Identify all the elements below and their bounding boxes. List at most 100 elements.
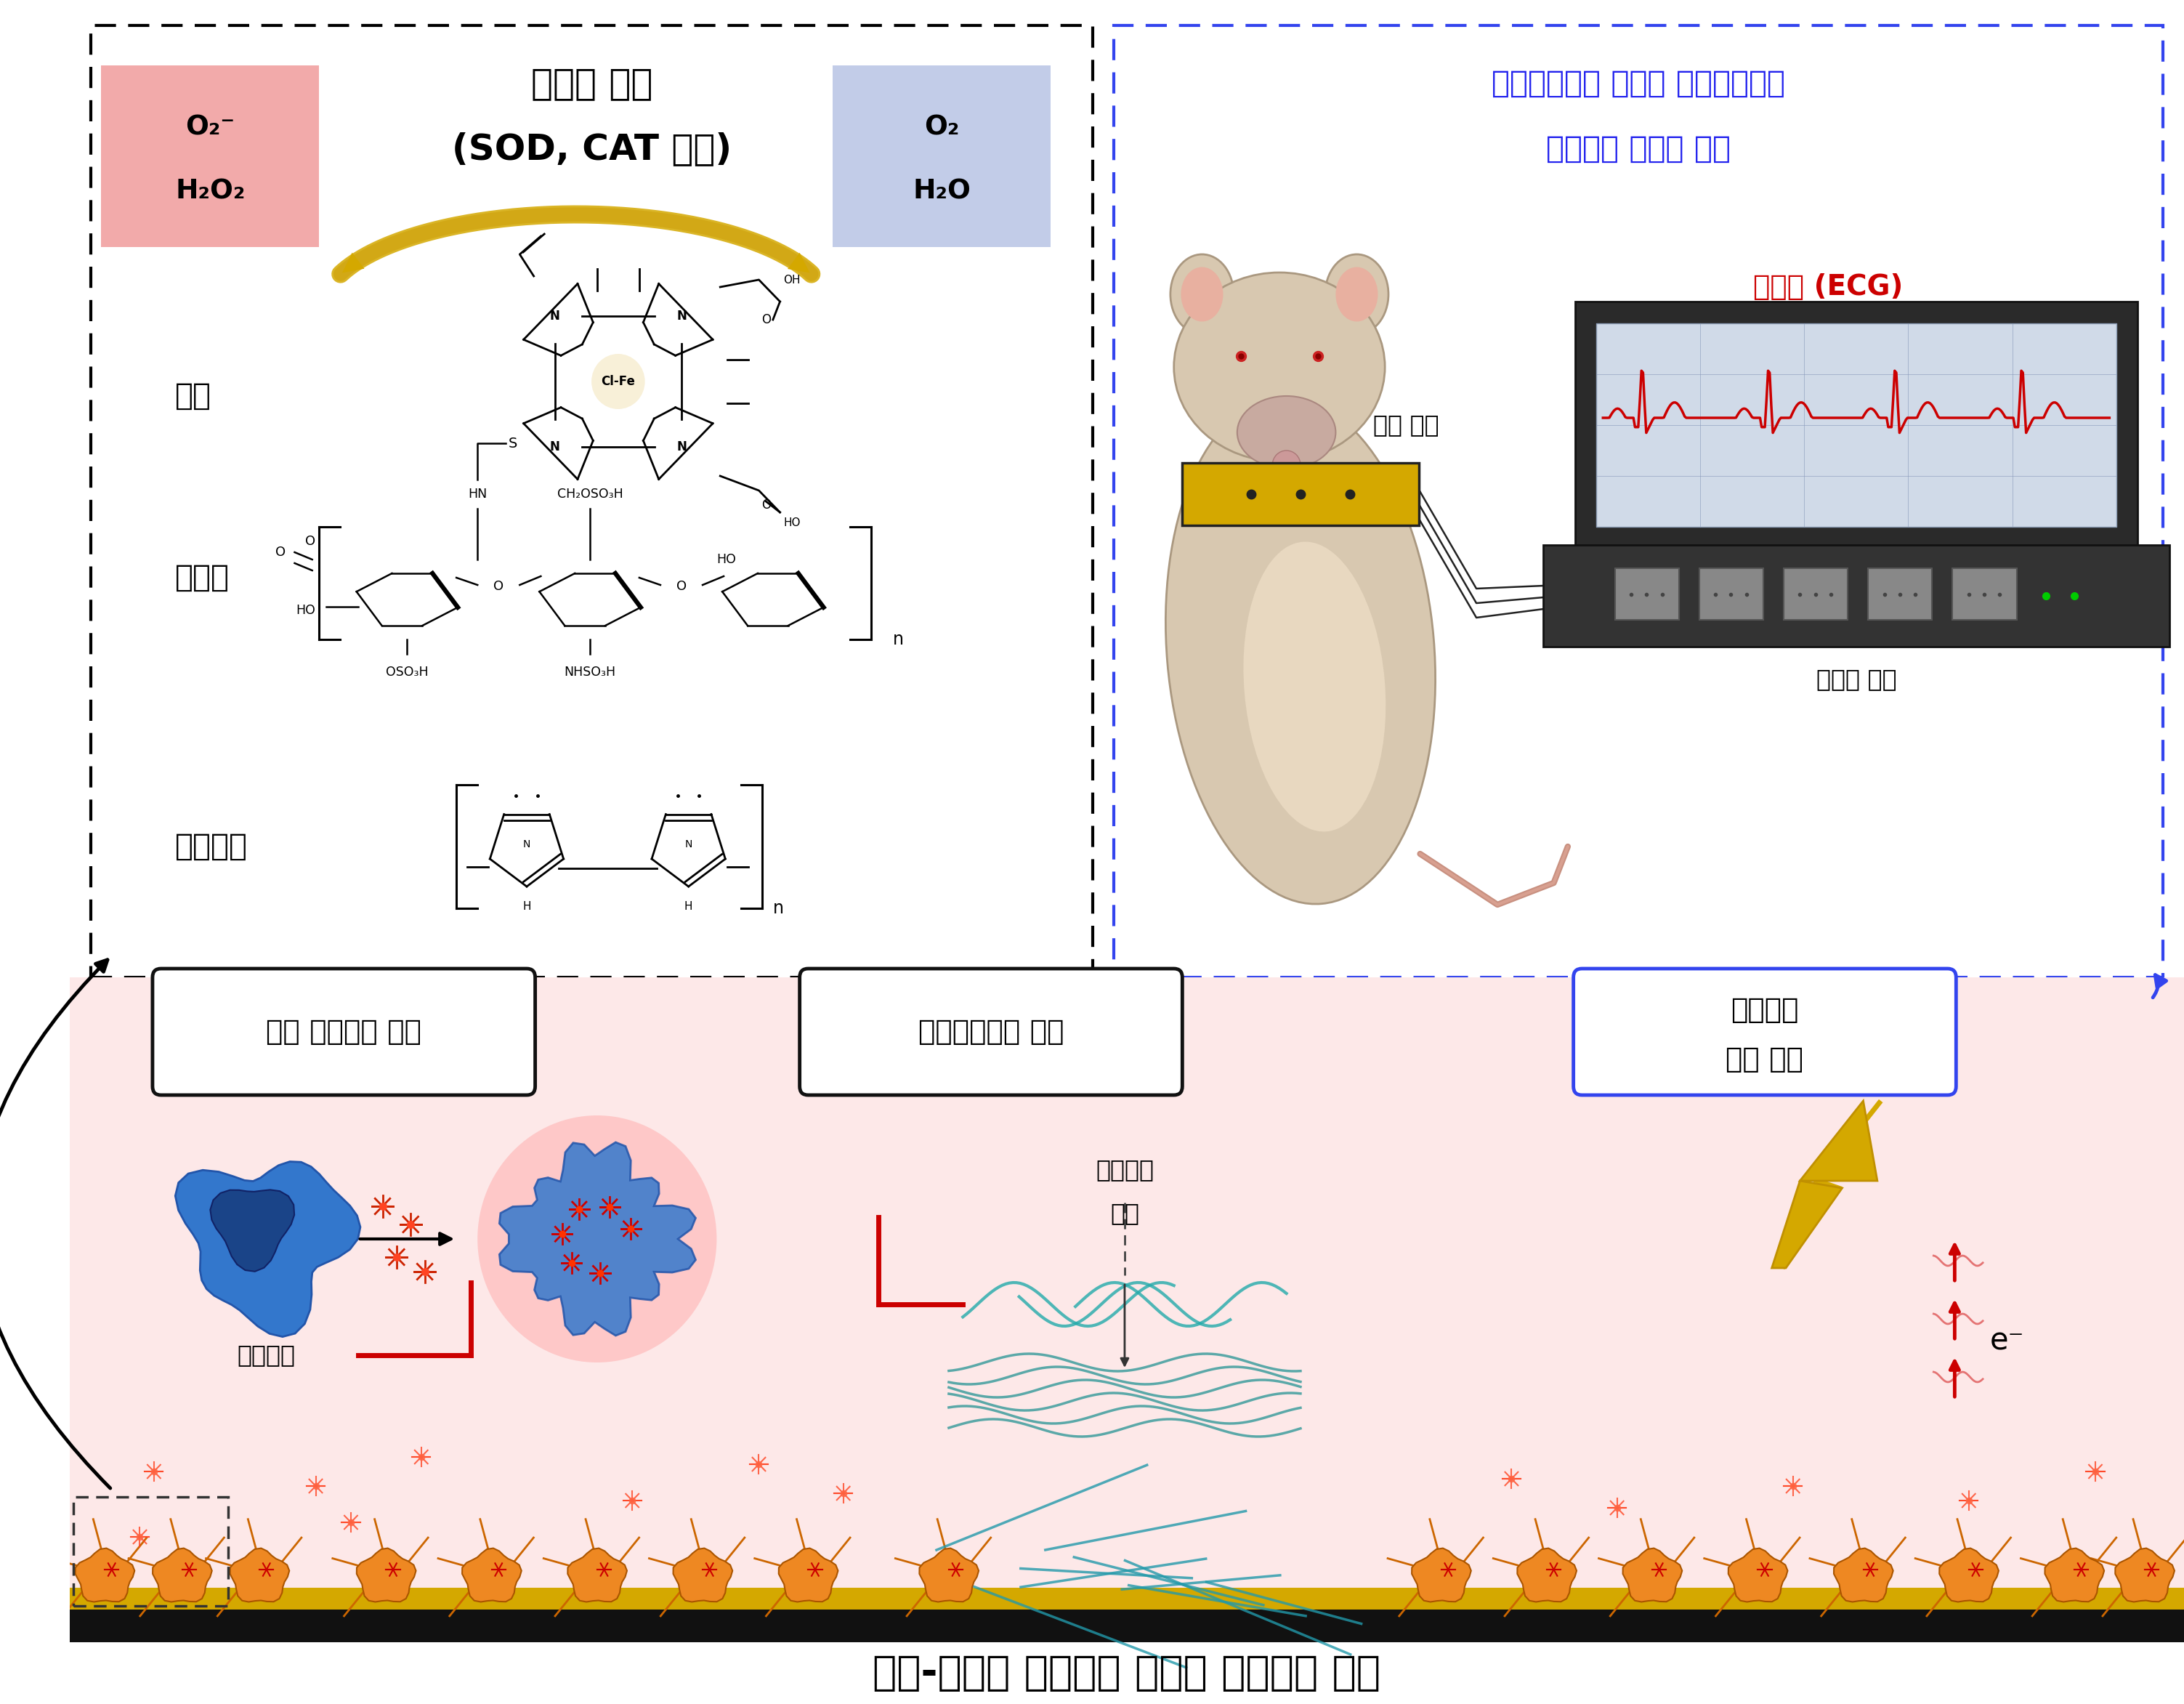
Text: HN: HN [467,487,487,501]
FancyBboxPatch shape [100,65,319,247]
Text: 심전도 (ECG): 심전도 (ECG) [1754,273,1902,302]
Text: 대식세포: 대식세포 [238,1343,295,1367]
Text: N: N [550,310,559,322]
Text: n: n [893,630,904,648]
FancyBboxPatch shape [1572,968,1957,1096]
Text: 형성: 형성 [1109,1201,1140,1225]
Text: N: N [677,310,686,322]
Text: NHSO₃H: NHSO₃H [563,666,616,678]
Text: Cl-Fe: Cl-Fe [601,375,636,389]
Text: N: N [550,440,559,453]
FancyBboxPatch shape [90,26,1092,978]
Text: O: O [762,314,771,325]
Text: 효과적인: 효과적인 [1730,997,1800,1024]
FancyBboxPatch shape [153,968,535,1096]
Text: 생체전기신호 기록용 전극으로서의: 생체전기신호 기록용 전극으로서의 [1492,68,1784,99]
FancyBboxPatch shape [832,65,1051,247]
FancyBboxPatch shape [799,968,1182,1096]
Text: CH₂OSO₃H: CH₂OSO₃H [557,487,622,501]
Circle shape [592,354,644,409]
Polygon shape [919,1549,978,1602]
FancyBboxPatch shape [1114,26,2162,978]
Text: N: N [677,440,686,453]
Text: O: O [306,535,317,549]
Polygon shape [356,1549,415,1602]
Polygon shape [1771,1181,1841,1268]
Ellipse shape [1182,268,1223,322]
Bar [70,978,2184,1643]
Ellipse shape [1326,254,1389,334]
Text: n: n [773,900,784,917]
Text: 이물면역반응 완화: 이물면역반응 완화 [917,1017,1064,1046]
Text: OH: OH [784,274,802,285]
FancyBboxPatch shape [1575,302,2138,549]
Circle shape [478,1116,716,1363]
Polygon shape [1411,1549,1472,1602]
Polygon shape [1518,1549,1577,1602]
Text: 안정적인 장기적 성능: 안정적인 장기적 성능 [1546,133,1730,164]
Polygon shape [780,1549,839,1602]
Text: 상처조직: 상처조직 [1096,1159,1153,1183]
Text: HO: HO [716,554,736,566]
Text: 데이터 수집: 데이터 수집 [1817,668,1896,692]
Polygon shape [1728,1549,1789,1602]
FancyBboxPatch shape [1597,324,2116,527]
Polygon shape [153,1549,212,1602]
Text: O: O [677,579,686,593]
Text: 헤민: 헤민 [175,380,212,411]
FancyBboxPatch shape [1867,567,1933,620]
Text: 신호 전달: 신호 전달 [1725,1046,1804,1074]
Polygon shape [1800,1101,1878,1181]
Polygon shape [673,1549,732,1602]
Ellipse shape [1173,273,1385,462]
Text: O₂⁻: O₂⁻ [186,114,236,140]
Text: H₂O₂: H₂O₂ [175,179,245,204]
Polygon shape [463,1549,522,1602]
Polygon shape [210,1189,295,1271]
Text: N: N [686,840,692,850]
Polygon shape [1939,1549,1998,1602]
Text: H: H [522,901,531,912]
Text: H: H [684,901,692,912]
Text: H₂O: H₂O [913,179,970,204]
Polygon shape [229,1549,288,1602]
Text: 신호 기록: 신호 기록 [1374,412,1439,438]
Ellipse shape [1243,542,1385,832]
Text: O: O [762,499,771,511]
Text: 산화 스트레스 감소: 산화 스트레스 감소 [266,1017,422,1046]
Text: O₂: O₂ [924,114,959,140]
FancyBboxPatch shape [1614,567,1679,620]
Text: 헤파린: 헤파린 [175,562,229,593]
Text: HO: HO [784,518,802,528]
FancyBboxPatch shape [1182,463,1420,525]
Bar [70,1588,2184,1610]
Ellipse shape [1171,254,1234,334]
Polygon shape [568,1549,627,1602]
Polygon shape [1623,1549,1682,1602]
Circle shape [1273,450,1299,479]
Text: (SOD, CAT 기작): (SOD, CAT 기작) [452,131,732,167]
Ellipse shape [1166,397,1435,905]
FancyBboxPatch shape [1784,567,1848,620]
Ellipse shape [1236,395,1337,469]
Bar [70,1602,2184,1643]
Polygon shape [2044,1549,2103,1602]
Text: e⁻: e⁻ [1990,1326,2025,1356]
Polygon shape [500,1142,697,1336]
Text: O: O [494,579,505,593]
FancyBboxPatch shape [1544,545,2169,648]
Text: N: N [522,840,531,850]
Polygon shape [2114,1549,2175,1602]
Polygon shape [74,1549,135,1602]
FancyBboxPatch shape [1699,567,1762,620]
Text: O: O [275,545,286,559]
Text: 헤민-헤파린 접합체가 도입된 폴리피롤 전극: 헤민-헤파린 접합체가 도입된 폴리피롤 전극 [874,1655,1380,1694]
Text: OSO₃H: OSO₃H [387,666,428,678]
Text: 폴리피롤: 폴리피롤 [175,832,247,862]
Ellipse shape [1337,268,1378,322]
Text: 항산화 활성: 항산화 활성 [531,66,653,101]
Polygon shape [175,1162,360,1336]
FancyBboxPatch shape [1952,567,2016,620]
Text: S: S [509,436,518,450]
Polygon shape [1835,1549,1894,1602]
